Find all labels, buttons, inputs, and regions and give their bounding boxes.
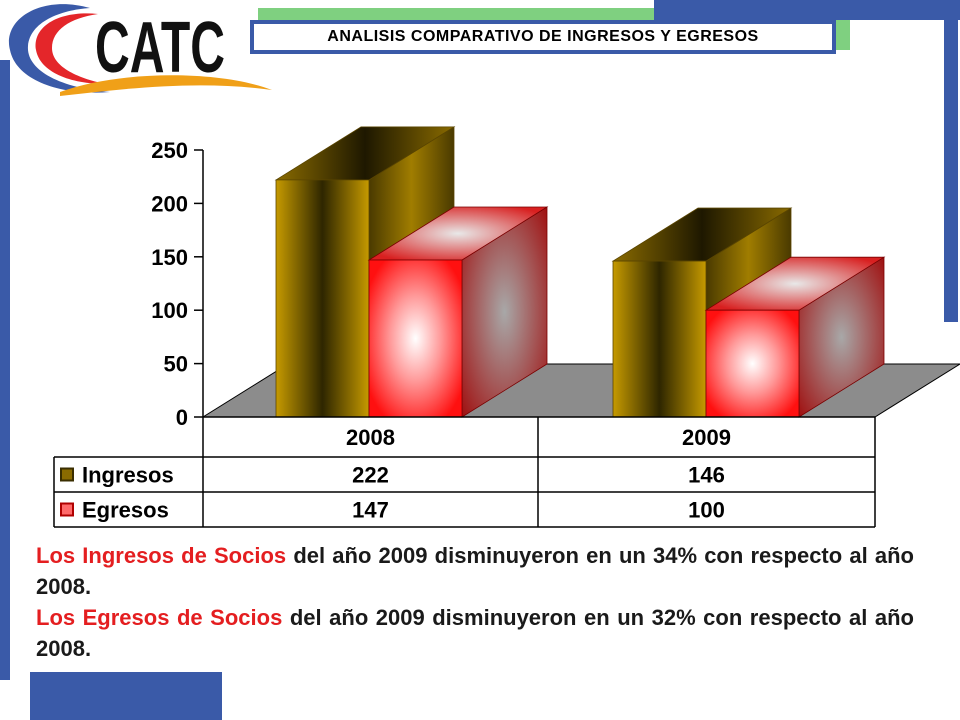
bottom-accent-bar [30,672,222,720]
y-tick-label: 200 [151,191,188,216]
y-tick-label: 250 [151,138,188,163]
table-cell: 100 [688,498,725,523]
summary-2-rest: del año 2009 disminuyeron en un 32% con … [36,605,915,661]
catc-logo: CATC [8,4,272,96]
table-cell: 222 [352,463,389,488]
y-axis-ticks: 0 50 100 150 200 250 [151,138,203,430]
legend-swatch-egresos [60,502,74,517]
page-title: ANALISIS COMPARATIVO DE INGRESOS Y EGRES… [250,20,836,54]
legend-swatch-ingresos [60,467,74,482]
table-cell: 146 [688,463,725,488]
y-tick-label: 0 [176,405,188,430]
table-row-label-egresos: Egresos [82,498,169,523]
table-header-2008: 2008 [346,425,395,450]
summary-1-rest: del año 2009 disminuyeron en un 34% con … [36,543,914,599]
summary-2-highlight: Los Egresos de Socios [36,605,283,630]
bars-group [274,126,886,418]
bar-egresos-2008 [367,206,549,418]
summary-line-2: Los Egresos de Socios del año 2009 dismi… [36,602,914,664]
table-cell: 147 [352,498,389,523]
logo-text: CATC [95,8,225,88]
summary-line-1: Los Ingresos de Socios del año 2009 dism… [36,540,914,602]
y-tick-label: 50 [164,352,188,377]
table-header-2009: 2009 [682,425,731,450]
y-tick-label: 150 [151,245,188,270]
summary-text: Los Ingresos de Socios del año 2009 dism… [36,540,914,664]
left-accent-bar [0,60,10,680]
data-table: 2008 2009 Ingresos 222 146 Egresos 147 100 [53,416,876,528]
y-tick-label: 100 [151,298,188,323]
bar-egresos-2009 [704,256,886,418]
table-row-label-ingresos: Ingresos [82,463,174,488]
top-blue-bar [654,0,960,20]
summary-1-highlight: Los Ingresos de Socios [36,543,287,568]
right-accent-bar [944,20,958,322]
